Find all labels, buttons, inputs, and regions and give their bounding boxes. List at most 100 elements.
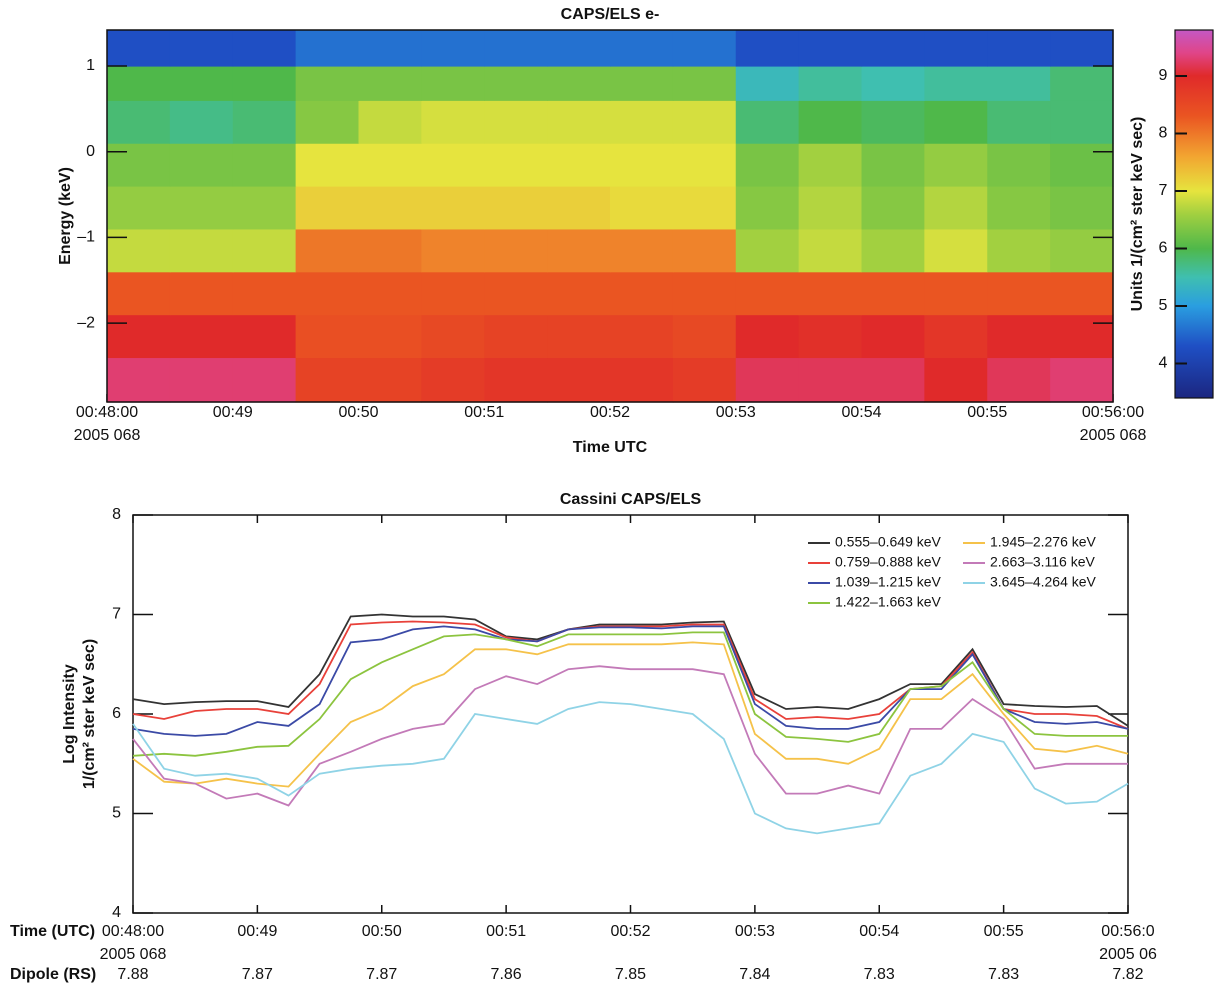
colorbar-tick-label: 6 [1159,240,1168,257]
colorbar-tick-label: 5 [1159,297,1168,314]
x-tick-label: 00:56:0 [1101,923,1154,940]
heatmap-cell [484,66,547,101]
dipole-value: 7.87 [366,966,397,983]
dipole-value: 7.85 [615,966,646,983]
heatmap-cell [359,30,422,67]
heatmap-cell [987,30,1050,67]
y-tick-label: 7 [112,606,121,623]
heatmap-cell [233,357,296,402]
chart-title: CAPS/ELS e- [561,6,660,23]
heatmap-cell [987,357,1050,402]
heatmap-cell [736,143,799,186]
heatmap-cell [736,272,799,315]
heatmap-cell [924,357,987,402]
heatmap-cell [799,357,862,402]
heatmap-cell [987,315,1050,358]
heatmap-cell [924,186,987,229]
y-tick-label: 4 [112,904,121,921]
heatmap-cell [107,186,170,229]
heatmap-cell [421,229,484,272]
dipole-value: 7.82 [1112,966,1143,983]
x-tick-label: 00:54 [859,923,899,940]
heatmap-cell [421,272,484,315]
heatmap-cell [484,272,547,315]
heatmap-cell [296,229,359,272]
heatmap-cell [673,315,736,358]
heatmap-cell [610,229,673,272]
dipole-value: 7.83 [864,966,895,983]
heatmap-cell [547,315,610,358]
x-axis-title: Time UTC [573,439,648,456]
dipole-value: 7.87 [242,966,273,983]
heatmap-cell [359,143,422,186]
y-tick-label: 8 [112,506,121,523]
x-tick-label: 00:53 [735,923,775,940]
heatmap-cell [862,186,925,229]
y-tick-label: 5 [112,805,121,822]
heatmap-cell [359,272,422,315]
y-tick-label: –1 [77,229,95,246]
heatmap-cell [547,143,610,186]
heatmap-cell [736,357,799,402]
heatmap-cell [421,30,484,67]
y-axis-title: Energy (keV) [57,167,74,265]
heatmap-cell [924,30,987,67]
heatmap-cell [233,315,296,358]
heatmap-cell [547,100,610,143]
x-tick-label: 00:49 [213,404,253,421]
heatmap-cell [673,30,736,67]
heatmap-cell [233,186,296,229]
heatmap-cell [359,229,422,272]
heatmap-cell [484,30,547,67]
heatmap-cell [1050,143,1113,186]
legend-label: 2.663–3.116 keV [990,554,1095,570]
heatmap-cell [421,357,484,402]
heatmap-cell [610,100,673,143]
x-tick-label: 00:48:00 [102,923,164,940]
heatmap-cell [547,66,610,101]
heatmap-cell [673,100,736,143]
heatmap-cell [170,229,233,272]
heatmap-cell [924,229,987,272]
colorbar [1175,30,1213,398]
heatmap-cell [296,315,359,358]
heatmap-cell [170,272,233,315]
x-tick-label: 00:51 [464,404,504,421]
heatmap-cell [799,143,862,186]
heatmap-cell [484,315,547,358]
heatmap-cell [736,315,799,358]
heatmap-cell [233,30,296,67]
heatmap-cell [296,100,359,143]
heatmap-cell [296,30,359,67]
heatmap-cell [987,186,1050,229]
heatmap-cell [1050,229,1113,272]
heatmap-cell [296,66,359,101]
heatmap-cell [484,100,547,143]
heatmap-cell [799,315,862,358]
heatmap-cell [484,143,547,186]
heatmap-cell [359,315,422,358]
heatmap-cell [484,357,547,402]
heatmap-cell [296,186,359,229]
heatmap-cell [107,272,170,315]
heatmap-cell [107,66,170,101]
heatmap-cell [924,143,987,186]
heatmap-cell [421,100,484,143]
heatmap-cell [987,272,1050,315]
heatmap-cell [233,272,296,315]
y-tick-label: –2 [77,314,95,331]
heatmap-cell [799,229,862,272]
heatmap-cell [359,66,422,101]
colorbar-tick-label: 8 [1159,125,1168,142]
heatmap-cell [862,315,925,358]
heatmap-cell [924,100,987,143]
heatmap-cell [547,272,610,315]
heatmap-cell [1050,30,1113,67]
heatmap-cell [170,143,233,186]
heatmap-cell [799,186,862,229]
heatmap-cell [107,100,170,143]
plot-frame [133,515,1128,913]
heatmap-cell [862,229,925,272]
heatmap-cell [673,272,736,315]
heatmap-cell [736,100,799,143]
